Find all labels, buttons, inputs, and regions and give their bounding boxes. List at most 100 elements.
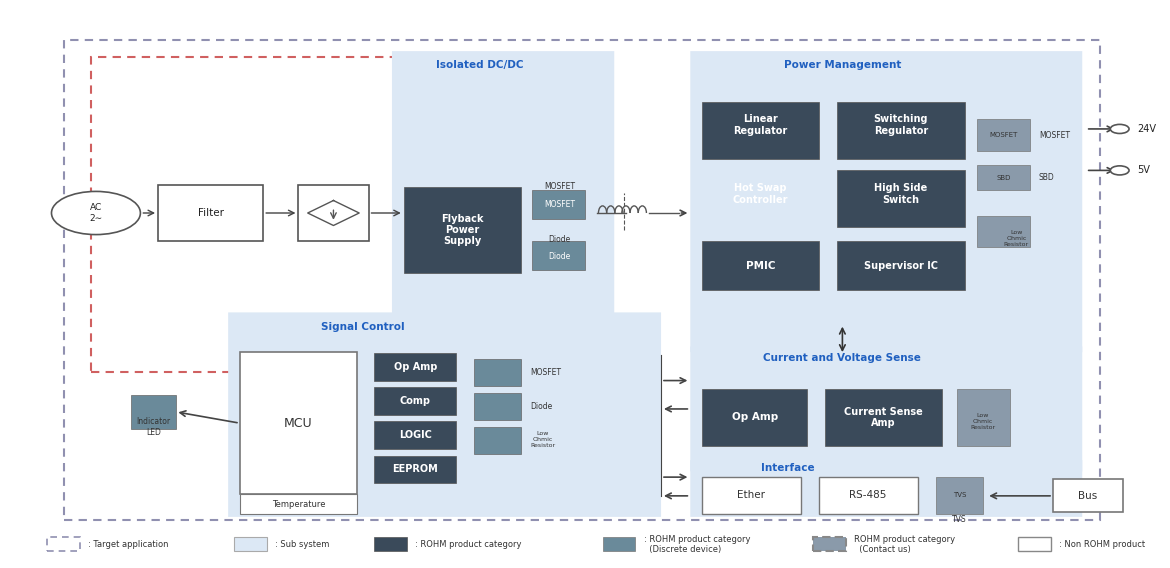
- Text: Interface: Interface: [760, 463, 814, 473]
- Circle shape: [51, 191, 140, 235]
- Bar: [532, 241, 585, 270]
- Text: MOSFET: MOSFET: [544, 182, 574, 191]
- Text: Current and Voltage Sense: Current and Voltage Sense: [764, 353, 921, 363]
- Bar: [1053, 479, 1123, 512]
- Text: LOGIC: LOGIC: [399, 430, 432, 440]
- Text: Isolated DC/DC: Isolated DC/DC: [436, 60, 523, 70]
- Bar: [977, 165, 1030, 190]
- Bar: [374, 353, 456, 381]
- FancyBboxPatch shape: [690, 346, 1082, 471]
- Text: AC: AC: [90, 203, 102, 212]
- Text: Low
Ohmic
Resistor: Low Ohmic Resistor: [970, 413, 996, 430]
- Text: High Side
Switch: High Side Switch: [874, 183, 928, 205]
- Bar: [374, 421, 456, 449]
- Text: : Sub system: : Sub system: [275, 540, 329, 549]
- Bar: [158, 185, 263, 241]
- Bar: [474, 427, 521, 454]
- FancyBboxPatch shape: [690, 460, 1082, 517]
- Bar: [837, 102, 965, 159]
- Text: SBD: SBD: [997, 175, 1011, 181]
- Text: Bus: Bus: [1079, 491, 1097, 501]
- Circle shape: [1110, 124, 1129, 133]
- Text: Current Sense
Amp: Current Sense Amp: [844, 407, 923, 428]
- Text: TVS: TVS: [952, 492, 966, 498]
- Text: Diode: Diode: [548, 235, 571, 244]
- Bar: [240, 494, 357, 514]
- FancyBboxPatch shape: [228, 312, 661, 517]
- Text: Supply: Supply: [443, 236, 481, 247]
- Text: (Discrete device): (Discrete device): [644, 545, 721, 554]
- Text: Ether: Ether: [737, 490, 765, 500]
- Text: Flyback: Flyback: [441, 214, 483, 224]
- Circle shape: [1110, 166, 1129, 175]
- Bar: [936, 477, 983, 514]
- Text: ROHM product category: ROHM product category: [854, 535, 955, 544]
- Bar: [702, 102, 819, 159]
- Text: TVS: TVS: [952, 515, 966, 524]
- Text: : ROHM product category: : ROHM product category: [644, 535, 750, 544]
- Text: Power: Power: [445, 225, 480, 235]
- Bar: [702, 477, 801, 514]
- Text: Low
Ohmic
Resistor: Low Ohmic Resistor: [1004, 230, 1028, 247]
- FancyBboxPatch shape: [690, 51, 1082, 352]
- Text: 2∼: 2∼: [89, 214, 103, 223]
- Bar: [702, 389, 807, 446]
- Bar: [819, 477, 918, 514]
- Bar: [240, 352, 357, 494]
- Text: Hot Swap
Controller: Hot Swap Controller: [732, 183, 789, 205]
- Text: : Non ROHM product: : Non ROHM product: [1059, 540, 1145, 549]
- Bar: [825, 389, 942, 446]
- Text: MOSFET: MOSFET: [544, 200, 574, 209]
- Bar: [957, 389, 1010, 446]
- Bar: [532, 190, 585, 219]
- Text: Switching
Regulator: Switching Regulator: [874, 114, 928, 136]
- Bar: [474, 359, 521, 386]
- Text: EEPROM: EEPROM: [392, 464, 439, 474]
- Text: Op Amp: Op Amp: [731, 412, 778, 423]
- Text: Filter: Filter: [198, 208, 223, 218]
- Bar: [374, 537, 407, 551]
- Bar: [1018, 537, 1051, 551]
- Bar: [374, 387, 456, 415]
- Text: Op Amp: Op Amp: [393, 362, 438, 372]
- Text: MOSFET: MOSFET: [530, 367, 560, 377]
- Text: PMIC: PMIC: [745, 261, 776, 271]
- Text: Linear
Regulator: Linear Regulator: [734, 114, 787, 136]
- Text: MOSFET: MOSFET: [1039, 131, 1069, 140]
- Bar: [234, 537, 267, 551]
- Bar: [837, 170, 965, 227]
- Bar: [977, 216, 1030, 247]
- Bar: [131, 395, 176, 429]
- Text: MOSFET: MOSFET: [990, 132, 1018, 138]
- Bar: [374, 456, 456, 483]
- Text: (Contact us): (Contact us): [854, 545, 911, 554]
- Text: Low
Ohmic
Resistor: Low Ohmic Resistor: [530, 431, 555, 448]
- Text: Temperature: Temperature: [271, 500, 325, 509]
- Bar: [298, 185, 369, 241]
- Bar: [813, 537, 846, 551]
- Text: SBD: SBD: [1039, 173, 1054, 182]
- Bar: [47, 537, 80, 551]
- Bar: [702, 170, 819, 227]
- Bar: [474, 393, 521, 420]
- Text: 5V: 5V: [1137, 165, 1150, 176]
- Text: Power Management: Power Management: [784, 60, 901, 70]
- FancyBboxPatch shape: [392, 51, 614, 352]
- Text: : ROHM product category: : ROHM product category: [415, 540, 522, 549]
- Bar: [64, 40, 1100, 520]
- Text: 24V: 24V: [1137, 124, 1156, 134]
- Bar: [702, 241, 819, 290]
- Text: Comp: Comp: [400, 396, 431, 406]
- Text: : Target application: : Target application: [88, 540, 168, 549]
- Bar: [977, 119, 1030, 151]
- Text: MCU: MCU: [284, 417, 312, 429]
- Bar: [603, 537, 635, 551]
- Text: Signal Control: Signal Control: [321, 321, 405, 332]
- Bar: [404, 187, 521, 273]
- Text: RS-485: RS-485: [849, 490, 887, 500]
- Bar: [837, 241, 965, 290]
- Bar: [91, 57, 612, 372]
- Text: Diode: Diode: [530, 402, 552, 411]
- Text: Indicator
LED: Indicator LED: [136, 417, 171, 437]
- Text: Supervisor IC: Supervisor IC: [863, 261, 938, 271]
